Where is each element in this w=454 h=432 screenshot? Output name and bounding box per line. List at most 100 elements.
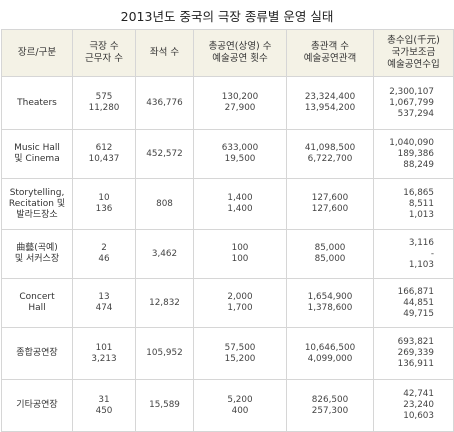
page-title: 2013년도 중국의 극장 종류별 운영 실태 xyxy=(120,9,334,24)
cell-text: 13,954,200 xyxy=(304,103,356,113)
header-text: 좌석 수 xyxy=(149,47,180,58)
cell-text: 1,400 xyxy=(227,193,253,203)
seats-cell: 3,462 xyxy=(135,229,194,279)
cell-text: 49,715 xyxy=(403,308,434,319)
cell-text: 1,700 xyxy=(227,303,253,313)
cell-text: 85,000 xyxy=(314,254,346,264)
header-text: 예술공연 횟수 xyxy=(212,53,268,64)
cell-text: 693,821 xyxy=(397,337,434,347)
cell-text: Theaters xyxy=(17,97,57,108)
seats-cell: 808 xyxy=(135,178,194,230)
audience-cell: 826,500 257,300 xyxy=(286,379,374,432)
header-performances: 총공연(상영) 수 예술공연 횟수 xyxy=(193,29,287,77)
theater-count-cell: 13 474 xyxy=(72,278,136,328)
cell-text: 127,600 xyxy=(311,193,349,203)
audience-cell: 1,654,900 1,378,600 xyxy=(286,278,374,328)
cell-text: 85,000 xyxy=(314,243,346,253)
cell-text: 1,013 xyxy=(408,209,434,220)
performances-cell: 57,500 15,200 xyxy=(193,327,287,380)
cell-text: 19,500 xyxy=(224,154,256,164)
header-text: 국가보조금 xyxy=(391,47,436,58)
audience-cell: 85,000 85,000 xyxy=(286,229,374,279)
revenue-cell: 2,300,107 1,067,799 537,294 xyxy=(373,76,454,130)
cell-text: 826,500 xyxy=(311,394,349,405)
header-text: 근무자 수 xyxy=(85,53,123,64)
cell-text: 269,339 xyxy=(397,348,434,358)
seats-cell: 105,952 xyxy=(135,327,194,380)
revenue-cell: 16,865 8,511 1,013 xyxy=(373,178,454,230)
category-cell: Storytelling, Recitation 및 발라드장소 xyxy=(1,178,73,230)
cell-text: 8,511 xyxy=(408,198,434,209)
cell-text: 11,280 xyxy=(88,103,120,113)
revenue-cell: 693,821 269,339 136,911 xyxy=(373,327,454,380)
performances-cell: 100 100 xyxy=(193,229,287,279)
theater-count-cell: 101 3,213 xyxy=(72,327,136,380)
audience-cell: 41,098,500 6,722,700 xyxy=(286,129,374,179)
cell-text: 2,300,107 xyxy=(389,86,434,97)
cell-text: 및 Cinema xyxy=(14,154,60,164)
cell-text: 1,654,900 xyxy=(307,292,353,302)
table-row: 기타공연장 31 450 15,589 5,200 400 826,500 257,300 42… xyxy=(1,379,454,432)
theater-count-cell: 10 136 xyxy=(72,178,136,230)
cell-text: 130,200 xyxy=(221,92,259,102)
cell-text: 436,776 xyxy=(146,97,183,108)
cell-text: 100 xyxy=(231,254,249,264)
performances-cell: 633,000 19,500 xyxy=(193,129,287,179)
cell-text: Hall xyxy=(28,303,46,313)
header-text: 예술공연수입 xyxy=(387,59,440,70)
performances-cell: 1,400 1,400 xyxy=(193,178,287,230)
cell-text: 452,572 xyxy=(146,148,183,159)
table-row: Concert Hall 13 474 12,832 2,000 1,700 1,654,90… xyxy=(1,278,454,328)
cell-text: 612 xyxy=(95,143,113,153)
cell-text: 189,386 xyxy=(397,148,434,159)
cell-text: 41,098,500 xyxy=(304,143,356,153)
cell-text: 136,911 xyxy=(397,359,434,369)
cell-text: 23,240 xyxy=(403,400,434,410)
header-text: 총관객 수 xyxy=(311,41,349,52)
header-theater-count: 극장 수 근무자 수 xyxy=(72,29,136,77)
cell-text: 127,600 xyxy=(311,204,349,214)
seats-cell: 436,776 xyxy=(135,76,194,130)
header-text: 장르/구분 xyxy=(17,47,57,58)
cell-text: 633,000 xyxy=(221,143,259,153)
cell-text: 12,832 xyxy=(149,297,180,308)
cell-text: 400 xyxy=(231,405,249,416)
performances-cell: 2,000 1,700 xyxy=(193,278,287,328)
cell-text: 46 xyxy=(98,254,110,264)
cell-text: 575 xyxy=(95,92,113,102)
cell-text: 1,040,090 xyxy=(389,137,434,148)
cell-text: 15,589 xyxy=(149,400,180,410)
table-row: Theaters 575 11,280 436,776 130,200 27,900 23,… xyxy=(1,76,454,130)
cell-text: 10,437 xyxy=(88,154,120,164)
cell-text: 1,067,799 xyxy=(389,97,434,108)
cell-text: 2,000 xyxy=(227,292,253,302)
cell-text: 57,500 xyxy=(224,342,256,353)
cell-text: 257,300 xyxy=(311,405,349,416)
performances-cell: 5,200 400 xyxy=(193,379,287,432)
cell-text: 105,952 xyxy=(146,348,183,358)
audience-cell: 10,646,500 4,099,000 xyxy=(286,327,374,380)
cell-text: 88,249 xyxy=(403,159,434,170)
cell-text: 100 xyxy=(231,243,249,253)
header-text: 극장 수 xyxy=(89,41,119,52)
cell-text: 23,324,400 xyxy=(304,92,356,102)
revenue-cell: 166,871 44,851 49,715 xyxy=(373,278,454,328)
cell-text: 5,200 xyxy=(227,394,253,405)
category-cell: Concert Hall xyxy=(1,278,73,328)
header-text: 총공연(상영) 수 xyxy=(208,41,272,52)
performances-cell: 130,200 27,900 xyxy=(193,76,287,130)
cell-text: 10 xyxy=(98,193,110,203)
cell-text: 474 xyxy=(95,303,113,313)
cell-text: 1,400 xyxy=(227,204,253,214)
theater-count-cell: 2 46 xyxy=(72,229,136,279)
cell-text: Storytelling, xyxy=(9,187,65,198)
cell-text: 44,851 xyxy=(403,297,434,308)
table-row: 종합공연장 101 3,213 105,952 57,500 15,200 10,646,5… xyxy=(1,327,454,380)
header-audience: 총관객 수 예술공연관객 xyxy=(286,29,374,77)
audience-cell: 23,324,400 13,954,200 xyxy=(286,76,374,130)
seats-cell: 15,589 xyxy=(135,379,194,432)
cell-text: 4,099,000 xyxy=(307,353,353,364)
cell-text: 13 xyxy=(98,292,110,302)
table-row: 曲藝(곡예) 및 서커스장 2 46 3,462 100 100 85,000 85,000 3,… xyxy=(1,229,454,279)
